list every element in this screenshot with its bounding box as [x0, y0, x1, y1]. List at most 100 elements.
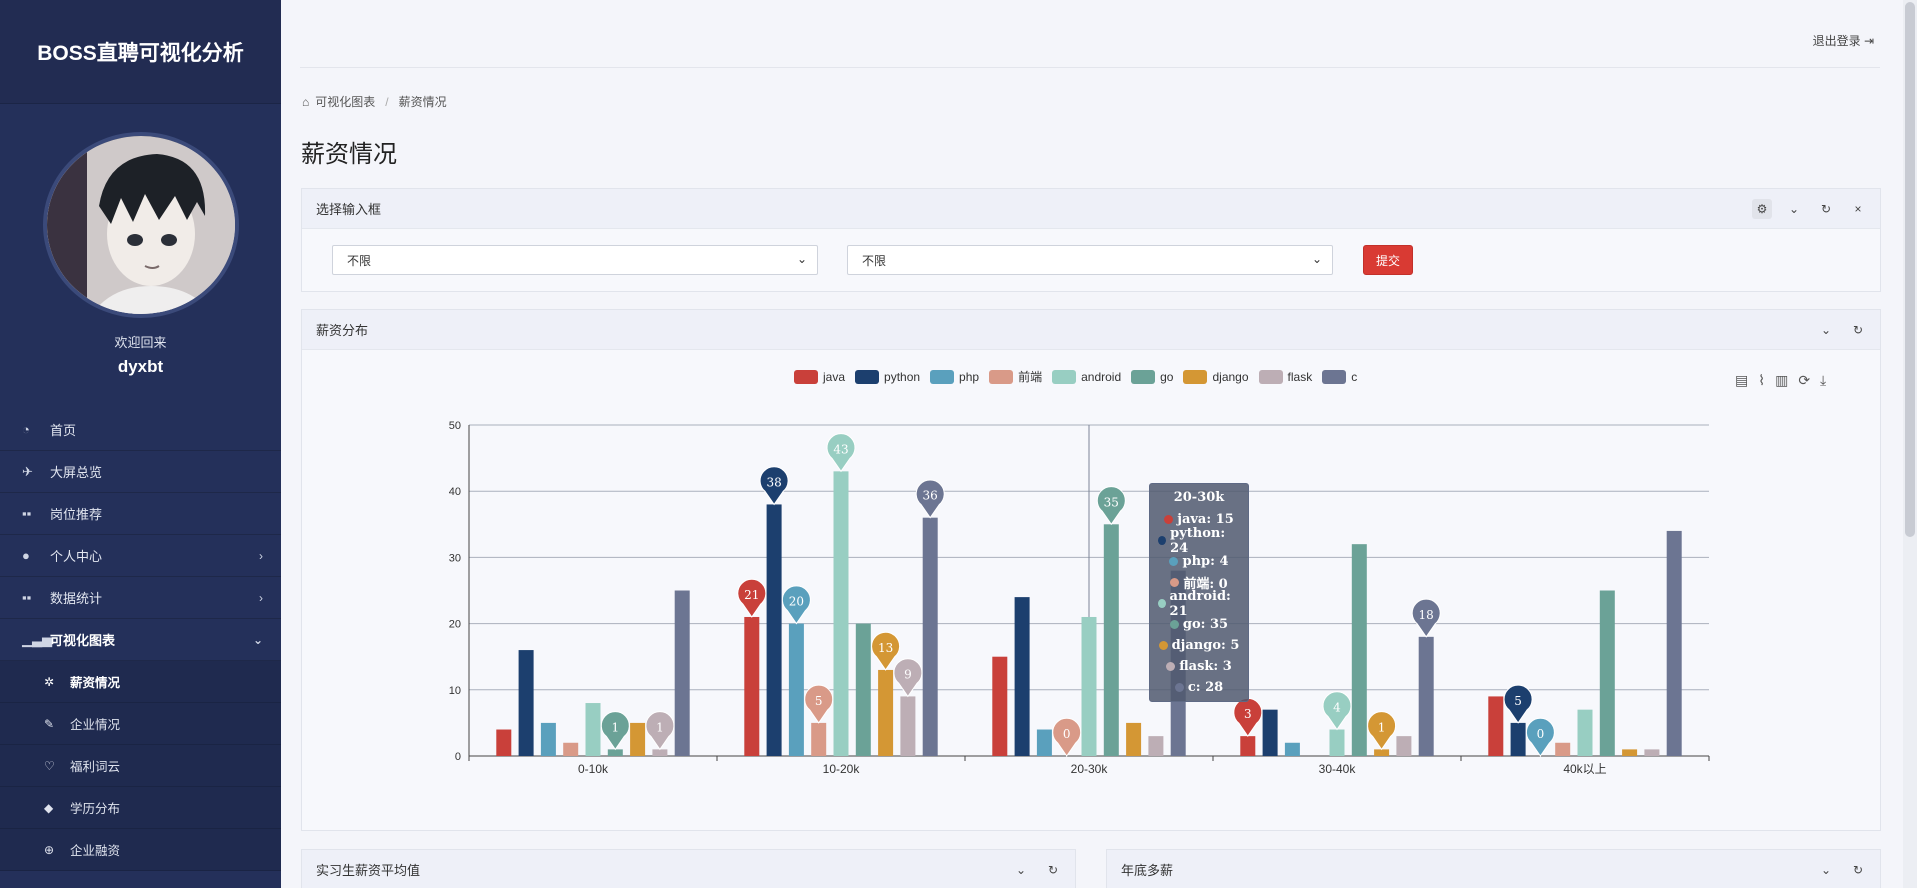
sidebar: BOSS直聘可视化分析 欢迎回来 dyxbt ◔ 首页 ✈ 大屏总览: [0, 0, 281, 888]
legend-swatch: [989, 369, 1014, 384]
sidebar-item-jobs[interactable]: ▪▪ 岗位推荐: [0, 493, 281, 535]
legend-label: go: [1160, 369, 1174, 384]
bar: [788, 623, 804, 756]
x-tick-label: 20-30k: [1071, 762, 1109, 776]
bar: [585, 703, 601, 756]
legend-item[interactable]: flask: [1258, 368, 1312, 385]
sidebar-item-stats[interactable]: ▪▪ 数据统计 ›: [0, 577, 281, 619]
legend-swatch: [1052, 369, 1077, 384]
salary-select-2[interactable]: 不限 ⌄: [847, 245, 1333, 275]
legend-label: django: [1212, 369, 1249, 384]
refresh-icon[interactable]: ↻: [1852, 863, 1864, 877]
logout-label: 退出登录: [1812, 34, 1861, 48]
sidebar-subitem-label: 学历分布: [70, 802, 121, 816]
intern-salary-panel-title: 实习生薪资平均值: [316, 863, 421, 878]
refresh-icon[interactable]: ↻: [1047, 863, 1059, 877]
chart-panel-title: 薪资分布: [316, 323, 369, 338]
breadcrumb-current: 薪资情况: [398, 95, 447, 109]
marker-pin: [1096, 486, 1126, 526]
chevron-down-icon: ⌄: [796, 252, 807, 266]
legend-item[interactable]: 前端: [989, 368, 1042, 385]
line-chart-icon[interactable]: ⌇: [1758, 372, 1766, 388]
marker-label: 18: [1419, 608, 1434, 622]
legend-item[interactable]: python: [855, 368, 920, 385]
legend-swatch: [1258, 369, 1283, 384]
tooltip-row-text: 前端: 0: [1183, 577, 1228, 592]
bar-chart-icon[interactable]: ▥: [1775, 372, 1789, 388]
year-end-bonus-panel-header: 年底多薪 ⌄ ↻: [1107, 850, 1880, 888]
bar: [900, 696, 916, 756]
marker-label: 35: [1104, 495, 1119, 509]
refresh-icon[interactable]: ↻: [1852, 323, 1864, 337]
bar: [1396, 736, 1412, 756]
collapse-icon[interactable]: ⌄: [1788, 202, 1800, 216]
sidebar-subitem-company[interactable]: ✎ 企业情况: [0, 703, 281, 745]
marker-label: 4: [1333, 701, 1341, 715]
sidebar-item-profile[interactable]: ● 个人中心 ›: [0, 535, 281, 577]
submit-button[interactable]: 提交: [1363, 245, 1413, 275]
sidebar-subitem-education[interactable]: ◆ 学历分布: [0, 787, 281, 829]
legend-item[interactable]: go: [1131, 368, 1173, 385]
breadcrumb-root[interactable]: 可视化图表: [315, 95, 376, 109]
intern-salary-panel: 实习生薪资平均值 ⌄ ↻: [301, 849, 1076, 888]
sidebar-subitem-label: 薪资情况: [70, 676, 121, 690]
collapse-icon[interactable]: ⌄: [1015, 863, 1027, 877]
marker-pin: [1052, 717, 1082, 757]
marker-pin: [915, 479, 945, 519]
sidebar-subitem-funding[interactable]: ⊕ 企业融资: [0, 829, 281, 871]
user-icon: ●: [22, 548, 30, 563]
legend-swatch: [794, 369, 818, 384]
bar: [518, 650, 534, 756]
refresh-icon[interactable]: ↻: [1820, 202, 1832, 216]
page-scrollbar[interactable]: [1903, 0, 1917, 888]
download-icon[interactable]: ⤓: [1820, 372, 1827, 388]
bar: [674, 590, 690, 756]
bar: [833, 471, 849, 756]
logout-link[interactable]: 退出登录 ⇥: [1813, 32, 1874, 49]
data-view-icon[interactable]: ▤: [1735, 372, 1749, 388]
marker-label: 21: [744, 588, 759, 602]
avatar[interactable]: [42, 132, 239, 318]
bar: [1262, 709, 1278, 756]
collapse-icon[interactable]: ⌄: [1820, 863, 1832, 877]
tooltip-dot: [1158, 641, 1168, 650]
scrollbar-thumb[interactable]: [1905, 2, 1915, 537]
tooltip-row-text: android: 21: [1169, 588, 1231, 619]
tooltip-row: go: 35: [1158, 614, 1240, 635]
year-end-bonus-panel-title: 年底多薪: [1121, 863, 1174, 878]
legend-item[interactable]: java: [794, 368, 845, 385]
bar: [1148, 736, 1164, 756]
tooltip-row-text: python: 24: [1170, 525, 1226, 556]
gear-icon: ✲: [44, 674, 55, 689]
tooltip-row-text: django: 5: [1171, 638, 1240, 653]
tooltip-title: 20-30k: [1173, 490, 1225, 505]
legend-item[interactable]: android: [1052, 368, 1121, 385]
bar: [1599, 590, 1615, 756]
legend-item[interactable]: php: [930, 368, 979, 385]
close-icon[interactable]: ×: [1854, 202, 1862, 216]
bar: [1418, 636, 1434, 756]
legend-item[interactable]: c: [1322, 368, 1357, 385]
bar: [1374, 749, 1390, 756]
collapse-icon[interactable]: ⌄: [1820, 323, 1832, 337]
marker-label: 0: [1063, 727, 1071, 741]
tooltip-dot: [1170, 578, 1180, 587]
bar: [744, 616, 760, 756]
legend-swatch: [855, 369, 880, 384]
bar: [878, 669, 894, 756]
logout-icon: ⇥: [1863, 34, 1874, 48]
sidebar-item-home[interactable]: ◔ 首页: [0, 409, 281, 451]
sidebar-item-overview[interactable]: ✈ 大屏总览: [0, 451, 281, 493]
salary-select-1[interactable]: 不限 ⌄: [332, 245, 818, 275]
legend-label: python: [884, 369, 921, 384]
restore-icon[interactable]: ⟳: [1798, 372, 1811, 388]
sidebar-item-label: 岗位推荐: [50, 507, 103, 522]
sidebar-item-charts[interactable]: ▁▃▅ 可视化图表 ⌄: [0, 619, 281, 661]
tooltip-row: 前端: 0: [1158, 572, 1240, 593]
chevron-down-icon: ⌄: [1311, 252, 1322, 266]
sidebar-subitem-wordcloud[interactable]: ♡ 福利词云: [0, 745, 281, 787]
sidebar-subitem-salary[interactable]: ✲ 薪资情况: [0, 661, 281, 703]
filter-panel-title: 选择输入框: [316, 202, 382, 217]
legend-item[interactable]: django: [1183, 368, 1249, 385]
settings-icon[interactable]: ⚙: [1752, 199, 1772, 219]
